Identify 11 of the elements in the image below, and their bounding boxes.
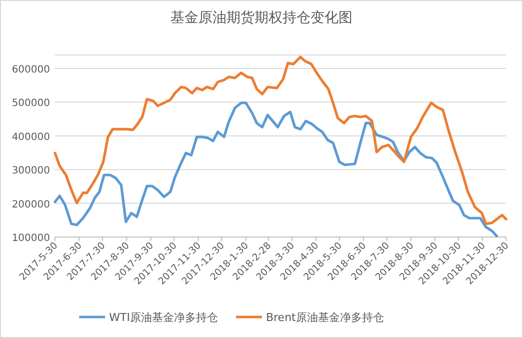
legend-label: WTI原油基金净多持仓	[109, 311, 218, 324]
line-series	[54, 102, 498, 238]
y-tick-label: 200000	[12, 199, 50, 210]
y-tick-label: 500000	[12, 98, 50, 110]
y-tick-label: 400000	[12, 132, 50, 143]
chart-title: 基金原油期货期权持仓变化图	[170, 10, 352, 26]
y-tick-label: 300000	[12, 166, 50, 177]
line-series	[54, 56, 508, 226]
y-tick-label: 100000	[12, 233, 50, 244]
y-tick-label: 600000	[12, 64, 50, 76]
legend-label: Brent原油基金净多持仓	[266, 311, 384, 324]
